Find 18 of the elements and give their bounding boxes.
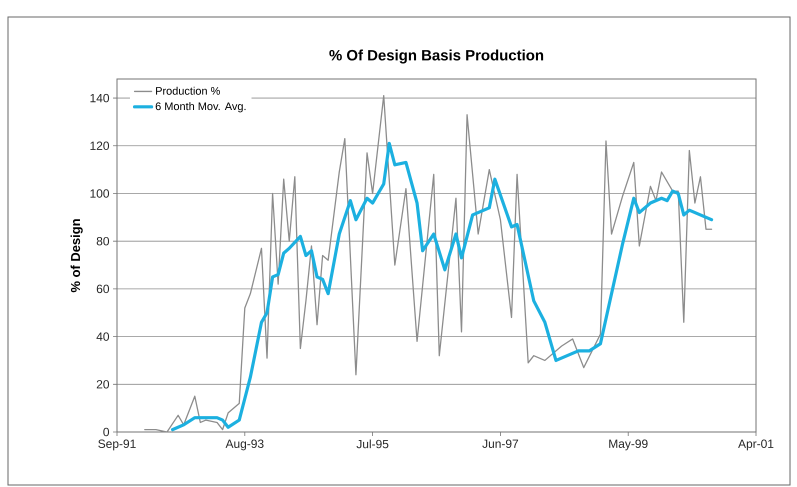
x-tick-label: May-99	[609, 440, 648, 450]
x-tick-label: Apr-01	[738, 440, 774, 450]
y-tick-label: 140	[90, 94, 110, 102]
legend-label: Production %	[156, 86, 220, 95]
y-tick-label: 100	[90, 189, 110, 198]
y-tick-label: 80	[96, 236, 110, 246]
y-axis-title: % of Design	[70, 219, 83, 292]
y-tick-label: 60	[96, 284, 110, 294]
chart-title: % Of Design Basis Production	[329, 50, 544, 64]
legend-label: 6 Month Mov. Avg.	[156, 102, 246, 112]
y-tick-label: 40	[96, 332, 110, 341]
x-tick-label: Jul-95	[356, 440, 388, 448]
y-tick-label: 20	[96, 380, 110, 389]
y-tick-label: 120	[90, 142, 110, 150]
x-tick-label: Jun-97	[482, 440, 518, 448]
y-tick-label: 0	[103, 428, 110, 436]
x-tick-label: Sep-91	[98, 440, 136, 450]
x-tick-label: Aug-93	[226, 440, 264, 450]
